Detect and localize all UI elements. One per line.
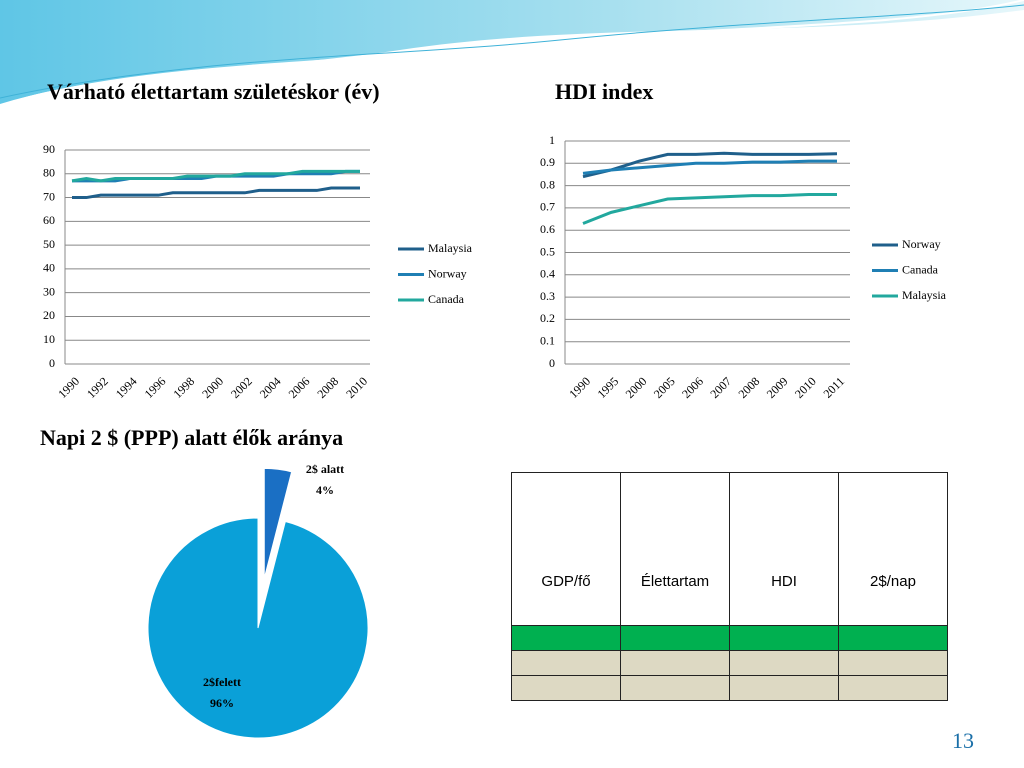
x-tick-label: 2005 [651,374,678,401]
table-header: 2$/nap [838,472,948,626]
y-tick-label: 70 [43,189,55,203]
cell [838,650,948,676]
x-tick-label: 1994 [113,374,140,401]
x-tick-label: 1998 [170,374,197,401]
cell [838,625,948,651]
y-tick-label: 60 [43,213,55,227]
slice-value: 4% [316,483,334,497]
cell [511,675,621,701]
y-tick-label: 0 [549,356,555,370]
y-tick-label: 0.7 [540,200,555,214]
table-header: HDI [729,472,839,626]
x-tick-label: 2006 [286,374,313,401]
x-tick-label: 2010 [343,374,370,401]
y-tick-label: 90 [43,142,55,156]
cell [511,650,621,676]
legend-label: Malaysia [428,241,473,255]
y-tick-label: 30 [43,284,55,298]
legend-label: Norway [902,237,941,251]
series-line [72,186,360,200]
x-tick-label: 2002 [228,374,255,401]
x-tick-label: 2011 [821,374,848,401]
cell [729,650,839,676]
chart-title: Várható élettartam születéskor (év) [47,79,380,104]
cell [620,650,730,676]
y-tick-label: 0.8 [540,177,555,191]
header-wave [0,0,1024,105]
cell [838,675,948,701]
y-tick-label: 0.2 [540,311,555,325]
y-tick-label: 10 [43,332,55,346]
y-tick-label: 0 [49,356,55,370]
y-tick-label: 1 [549,133,555,147]
wave-line [0,0,1024,106]
y-tick-label: 40 [43,261,55,275]
slice-label: 2$felett [203,675,241,689]
slice-label: 2$ alatt [306,462,344,476]
cell [729,675,839,701]
y-tick-label: 50 [43,237,55,251]
x-tick-label: 2004 [257,374,284,401]
x-tick-label: 1992 [84,374,111,401]
chart-title: HDI index [555,79,654,104]
series-line [582,193,837,225]
cell [511,625,621,651]
table: GDP/fő Élettartam HDI 2$/nap [511,472,948,701]
pie-slice [147,517,369,739]
table-header: GDP/fő [511,472,621,626]
y-tick-label: 0.4 [540,267,555,281]
legend-label: Canada [428,292,465,306]
x-tick-label: 2000 [199,374,226,401]
legend-label: Norway [428,266,467,280]
pie-slice [263,467,293,579]
series-line [71,169,360,183]
y-tick-label: 0.1 [540,333,555,347]
page-number: 13 [952,728,974,753]
cell [620,625,730,651]
x-tick-label: 1990 [566,374,593,401]
x-tick-label: 2008 [736,374,763,401]
y-tick-label: 0.5 [540,244,555,258]
cell [620,675,730,701]
y-tick-label: 80 [43,166,55,180]
legend-label: Canada [902,262,939,276]
y-tick-label: 0.9 [540,155,555,169]
series-line [582,151,838,179]
table-header: Élettartam [620,472,730,626]
x-tick-label: 2009 [764,374,791,401]
series-line [582,159,837,175]
y-tick-label: 20 [43,308,55,322]
x-tick-label: 2006 [679,374,706,401]
x-tick-label: 1995 [594,374,621,401]
x-tick-label: 1996 [142,374,169,401]
x-tick-label: 1990 [55,374,82,401]
chart-title: Napi 2 $ (PPP) alatt élők aránya [40,425,344,450]
x-tick-label: 2000 [623,374,650,401]
x-tick-label: 2010 [792,374,819,401]
y-tick-label: 0.3 [540,289,555,303]
wave-line [0,4,1024,99]
x-tick-label: 2007 [707,374,734,401]
slice-value: 96% [210,696,234,710]
y-tick-label: 0.6 [540,222,555,236]
legend-label: Malaysia [902,288,947,302]
cell [729,625,839,651]
x-tick-label: 2008 [314,374,341,401]
